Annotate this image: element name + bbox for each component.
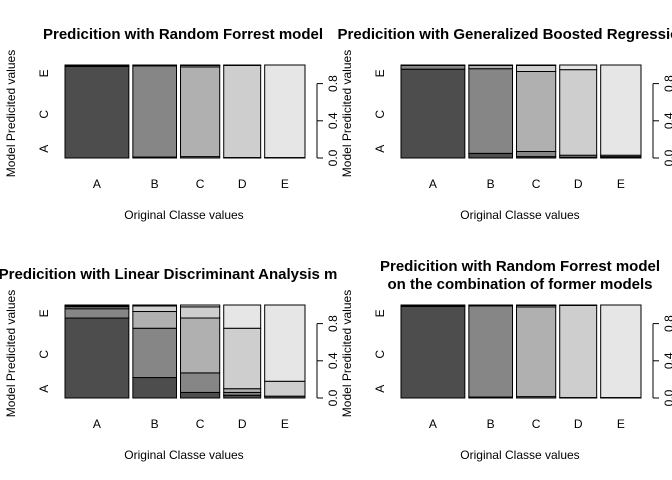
panel-3-cell-D-D <box>223 327 262 390</box>
panel-2-y-tick-label: E <box>373 69 387 77</box>
panel-3-x-axis-label: Original Classe values <box>124 448 243 462</box>
panel-1-x-tick-label: E <box>281 177 289 191</box>
panel-3-y-axis-label: Model Predicited values <box>4 290 18 417</box>
panel-4-y-tick-label: C <box>373 350 387 359</box>
panel-3-x-tick-label: B <box>151 417 159 431</box>
panel-1-cell-B-C <box>132 64 178 67</box>
panel-2-cell-A-B <box>400 64 466 70</box>
panel-3-cell-B-D <box>132 305 178 313</box>
panel-4-x-tick-label: C <box>532 417 541 431</box>
panel-3-cell-A-A <box>64 317 130 399</box>
panel-4-right-tick-label: 0.4 <box>662 352 672 369</box>
panel-4-right-tick-label: 0.0 <box>662 389 672 406</box>
panel-2-x-tick-label: C <box>532 177 541 191</box>
panel-3-cell-E-D <box>264 380 306 397</box>
panel-3-cell-C-A <box>180 391 221 399</box>
panel-3-cell-C-C <box>180 317 221 374</box>
panel-3-cell-B-A <box>132 377 178 399</box>
panel-3-y-tick-label: E <box>37 309 51 317</box>
panel-3-x-tick-label: D <box>238 417 247 431</box>
panel-1-y-axis-label: Model Predicited values <box>4 50 18 177</box>
panel-4-cell-B-C <box>468 304 514 307</box>
panel-3-x-tick-label: A <box>93 417 101 431</box>
panel-1-x-tick-label: C <box>196 177 205 191</box>
panel-2-cell-B-B <box>468 68 514 154</box>
panel-3-title: Predicition with Linear Discriminant Ana… <box>0 266 337 283</box>
panel-2-y-tick-label: A <box>373 145 387 153</box>
panel-3-right-tick-label: 0.4 <box>326 352 340 369</box>
panel-3-cell-E-E <box>264 304 306 382</box>
panel-3-right-tick-label: 0.0 <box>326 389 340 406</box>
panel-4-cell-A-A <box>400 305 466 399</box>
panel-2-x-axis-label: Original Classe values <box>460 208 579 222</box>
panel-2-cell-D-D <box>559 69 598 156</box>
panel-4-y-tick-label: E <box>373 309 387 317</box>
panel-2-y-tick-label: C <box>373 110 387 119</box>
panel-1-y-tick-label: A <box>37 145 51 153</box>
panel-4-y-axis-label: Model Predicited values <box>340 290 354 417</box>
panel-3-cell-B-B <box>132 327 178 379</box>
panel-1-x-tick-label: D <box>238 177 247 191</box>
panel-4-x-axis-label: Original Classe values <box>460 448 579 462</box>
panel-3-cell-A-B <box>64 308 130 319</box>
panel-2-x-tick-label: E <box>617 177 625 191</box>
panel-1-right-tick-label: 0.4 <box>326 112 340 129</box>
panel-2-right-tick-label: 0.0 <box>662 149 672 166</box>
panel-2-cell-C-D <box>516 64 557 72</box>
panel-1-cell-E-E <box>264 64 306 159</box>
panel-3-cell-B-C <box>132 311 178 329</box>
panel-2-x-tick-label: D <box>574 177 583 191</box>
panel-2-cell-C-C <box>516 71 557 152</box>
panel-4-title-line: on the combination of former models <box>387 276 652 293</box>
panel-1-x-tick-label: A <box>93 177 101 191</box>
panel-1-y-tick-label: C <box>37 110 51 119</box>
panel-4-right-tick-label: 0.8 <box>662 315 672 332</box>
panel-3-right-tick-label: 0.8 <box>326 315 340 332</box>
panel-4-x-tick-label: D <box>574 417 583 431</box>
panel-1-x-axis-label: Original Classe values <box>124 208 243 222</box>
panel-3-cell-C-E <box>180 304 221 308</box>
panel-2-cell-C-B <box>516 150 557 158</box>
panel-4-cell-D-D <box>559 304 598 399</box>
panel-4-cell-C-C <box>516 306 557 398</box>
panel-1-cell-B-B <box>132 65 178 158</box>
panel-1-cell-C-C <box>180 66 221 158</box>
panel-1-title: Predicition with Random Forrest model <box>43 26 323 43</box>
panel-4-cell-B-B <box>468 305 514 398</box>
panel-3-x-tick-label: E <box>281 417 289 431</box>
panel-3-y-tick-label: A <box>37 385 51 393</box>
panel-1-cell-D-D <box>223 64 262 159</box>
panel-1-cell-A-A <box>64 65 130 159</box>
panel-3-y-tick-label: C <box>37 350 51 359</box>
panel-4-cell-E-E <box>600 304 642 399</box>
panel-2-right-tick-label: 0.4 <box>662 112 672 129</box>
panel-1-right-tick-label: 0.8 <box>326 75 340 92</box>
panel-1-y-tick-label: E <box>37 69 51 77</box>
panel-2-y-axis-label: Model Predicited values <box>340 50 354 177</box>
panel-1-x-tick-label: B <box>151 177 159 191</box>
panel-3-cell-C-B <box>180 372 221 393</box>
panel-2-cell-D-E <box>559 64 598 71</box>
panel-3-cell-C-D <box>180 306 221 319</box>
panel-2-cell-E-E <box>600 64 642 156</box>
panel-3-cell-B-E <box>132 304 178 307</box>
panel-3-x-tick-label: C <box>196 417 205 431</box>
panel-2-x-tick-label: B <box>487 177 495 191</box>
panel-2-title: Predicition with Generalized Boosted Reg… <box>338 26 672 43</box>
panel-4-y-tick-label: A <box>373 385 387 393</box>
panel-2-x-tick-label: A <box>429 177 437 191</box>
panel-3-cell-A-E <box>64 304 130 307</box>
panel-4-title-line: Predicition with Random Forrest model <box>380 258 660 275</box>
panel-4-x-tick-label: A <box>429 417 437 431</box>
panel-2-cell-B-A <box>468 152 514 159</box>
panel-4-x-tick-label: B <box>487 417 495 431</box>
panel-2-cell-A-A <box>400 68 466 159</box>
panel-4-x-tick-label: E <box>617 417 625 431</box>
panel-4-title: Predicition with Random Forrest model on … <box>380 258 660 293</box>
panel-2-right-tick-label: 0.8 <box>662 75 672 92</box>
panel-3-cell-D-E <box>223 304 262 329</box>
panel-1-right-tick-label: 0.0 <box>326 149 340 166</box>
panel-3-cell-D-C <box>223 388 262 393</box>
